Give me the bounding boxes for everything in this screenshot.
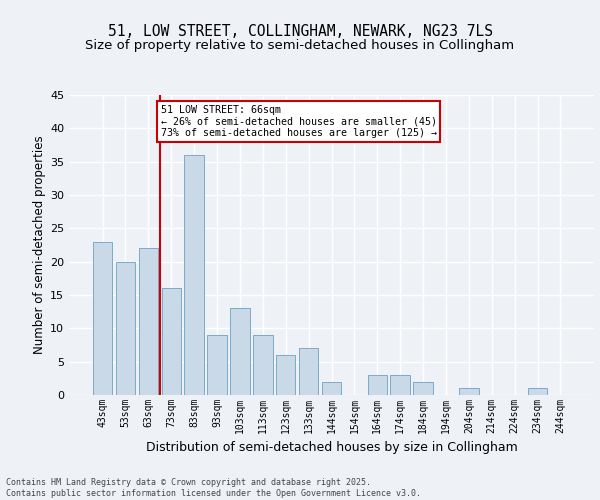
Bar — [184, 155, 204, 395]
Bar — [459, 388, 479, 395]
Bar — [528, 388, 547, 395]
Bar — [368, 375, 387, 395]
Bar — [230, 308, 250, 395]
Bar — [391, 375, 410, 395]
Text: 51 LOW STREET: 66sqm
← 26% of semi-detached houses are smaller (45)
73% of semi-: 51 LOW STREET: 66sqm ← 26% of semi-detac… — [161, 105, 437, 138]
Bar — [413, 382, 433, 395]
Bar — [276, 355, 295, 395]
Bar — [208, 335, 227, 395]
X-axis label: Distribution of semi-detached houses by size in Collingham: Distribution of semi-detached houses by … — [146, 442, 517, 454]
Bar — [299, 348, 319, 395]
Bar — [253, 335, 272, 395]
Bar — [139, 248, 158, 395]
Text: Size of property relative to semi-detached houses in Collingham: Size of property relative to semi-detach… — [85, 38, 515, 52]
Text: Contains HM Land Registry data © Crown copyright and database right 2025.
Contai: Contains HM Land Registry data © Crown c… — [6, 478, 421, 498]
Bar — [322, 382, 341, 395]
Bar — [116, 262, 135, 395]
Y-axis label: Number of semi-detached properties: Number of semi-detached properties — [33, 136, 46, 354]
Bar — [161, 288, 181, 395]
Bar — [93, 242, 112, 395]
Text: 51, LOW STREET, COLLINGHAM, NEWARK, NG23 7LS: 51, LOW STREET, COLLINGHAM, NEWARK, NG23… — [107, 24, 493, 38]
